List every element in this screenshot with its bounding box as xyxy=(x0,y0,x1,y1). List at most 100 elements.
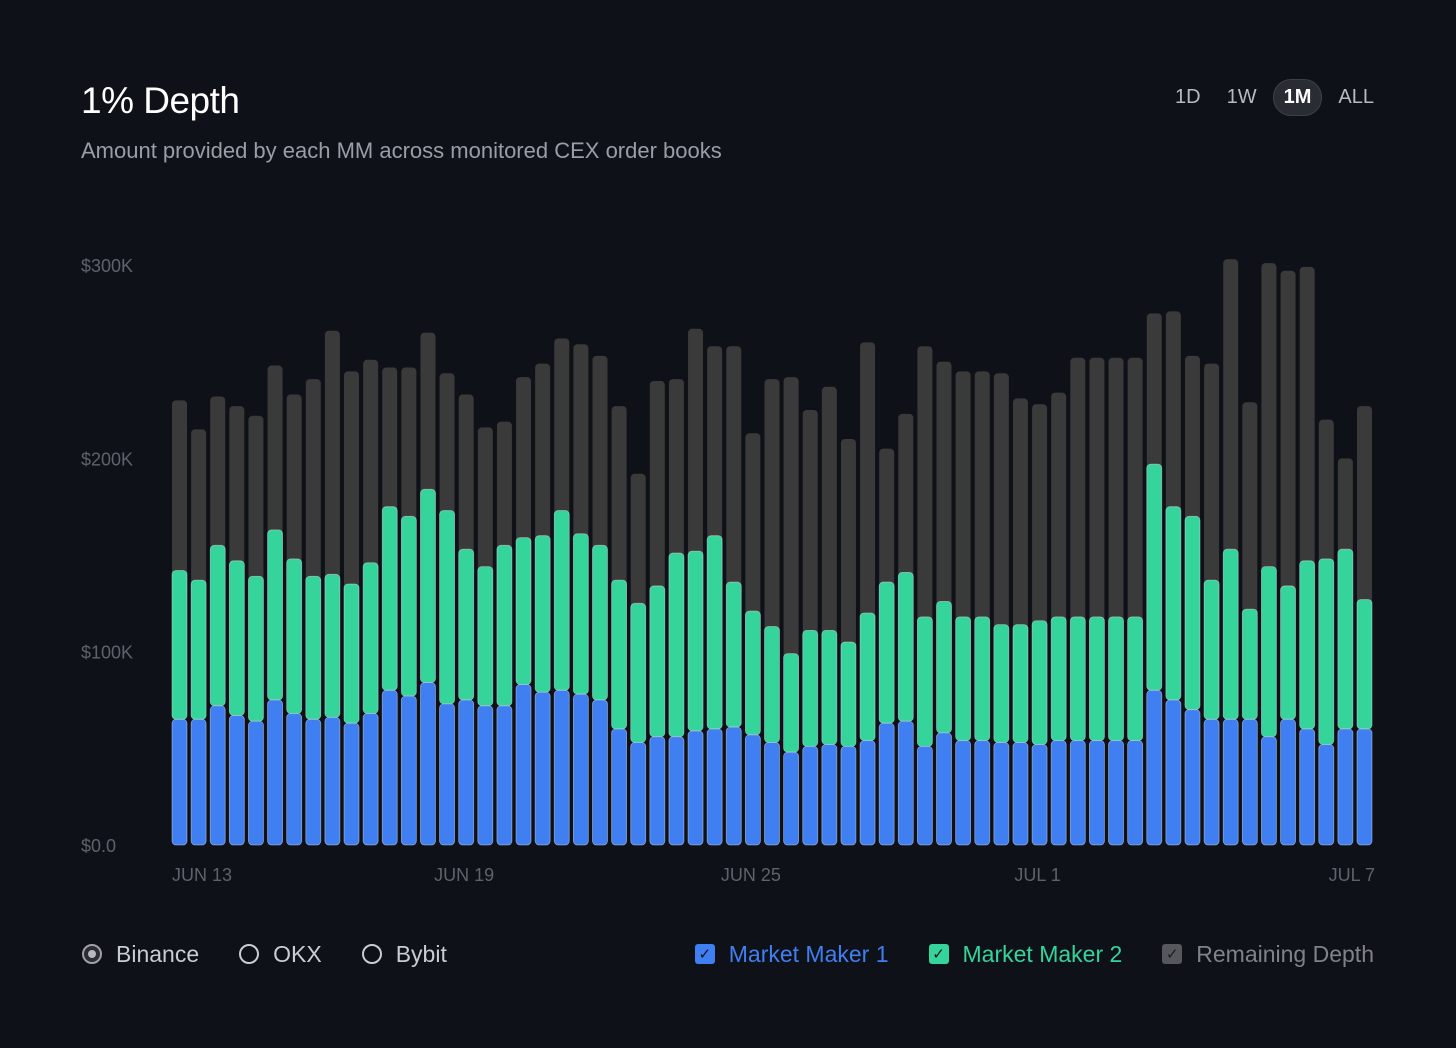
bar-market-maker-1[interactable] xyxy=(286,713,303,846)
bar-remaining-depth[interactable] xyxy=(1051,392,1067,625)
bar-market-maker-1[interactable] xyxy=(305,718,322,846)
bar-market-maker-2[interactable] xyxy=(1318,558,1335,745)
bar-remaining-depth[interactable] xyxy=(1223,259,1239,558)
bar-market-maker-1[interactable] xyxy=(420,682,436,846)
bar-market-maker-2[interactable] xyxy=(611,579,627,730)
bar-remaining-depth[interactable] xyxy=(1146,313,1162,473)
bar-market-maker-2[interactable] xyxy=(764,626,780,743)
bar-remaining-depth[interactable] xyxy=(458,394,474,558)
bar-market-maker-2[interactable] xyxy=(477,566,494,707)
bar-remaining-depth[interactable] xyxy=(1299,266,1315,569)
bar-remaining-depth[interactable] xyxy=(649,381,665,594)
bar-market-maker-2[interactable] xyxy=(630,602,647,743)
bar-market-maker-1[interactable] xyxy=(572,693,589,846)
legend-toggle-remaining-depth[interactable]: ✓ Remaining Depth xyxy=(1162,941,1374,968)
bar-market-maker-1[interactable] xyxy=(515,684,532,846)
bar-market-maker-1[interactable] xyxy=(362,713,379,846)
bar-remaining-depth[interactable] xyxy=(1318,419,1334,567)
bar-market-maker-1[interactable] xyxy=(955,740,972,846)
bar-market-maker-2[interactable] xyxy=(1165,506,1182,701)
bar-remaining-depth[interactable] xyxy=(1242,402,1258,618)
bar-market-maker-1[interactable] xyxy=(706,728,723,846)
bar-market-maker-1[interactable] xyxy=(496,705,513,846)
bar-remaining-depth[interactable] xyxy=(783,377,799,662)
bar-remaining-depth[interactable] xyxy=(1012,398,1028,633)
bar-market-maker-1[interactable] xyxy=(477,705,494,846)
bar-market-maker-2[interactable] xyxy=(439,510,455,705)
bar-market-maker-2[interactable] xyxy=(248,575,264,722)
bar-remaining-depth[interactable] xyxy=(611,406,627,589)
bar-market-maker-2[interactable] xyxy=(668,552,685,738)
bar-market-maker-2[interactable] xyxy=(553,510,570,691)
bar-remaining-depth[interactable] xyxy=(477,427,493,575)
bar-remaining-depth[interactable] xyxy=(1070,357,1086,625)
bar-market-maker-1[interactable] xyxy=(974,740,991,846)
bar-remaining-depth[interactable] xyxy=(1089,357,1105,625)
exchange-option-bybit[interactable]: Bybit xyxy=(361,941,447,968)
bar-market-maker-1[interactable] xyxy=(1089,740,1105,846)
bar-market-maker-2[interactable] xyxy=(936,601,952,734)
bar-remaining-depth[interactable] xyxy=(191,429,207,589)
bar-market-maker-2[interactable] xyxy=(725,581,742,728)
bar-remaining-depth[interactable] xyxy=(1357,406,1372,608)
bar-remaining-depth[interactable] xyxy=(726,346,742,591)
bar-remaining-depth[interactable] xyxy=(840,439,856,650)
bar-market-maker-1[interactable] xyxy=(381,689,398,846)
bar-remaining-depth[interactable] xyxy=(764,379,780,635)
bar-market-maker-1[interactable] xyxy=(1050,740,1067,846)
bar-market-maker-1[interactable] xyxy=(267,699,283,846)
bar-remaining-depth[interactable] xyxy=(630,473,646,612)
bar-remaining-depth[interactable] xyxy=(668,379,684,562)
bar-market-maker-2[interactable] xyxy=(744,610,761,736)
bar-market-maker-1[interactable] xyxy=(1356,728,1373,846)
bar-remaining-depth[interactable] xyxy=(1184,355,1200,525)
bar-market-maker-2[interactable] xyxy=(343,583,360,724)
bar-market-maker-1[interactable] xyxy=(840,746,857,846)
bar-market-maker-2[interactable] xyxy=(1222,548,1239,720)
bar-remaining-depth[interactable] xyxy=(210,396,226,554)
bar-remaining-depth[interactable] xyxy=(955,371,971,625)
bar-market-maker-1[interactable] xyxy=(458,699,475,846)
bar-remaining-depth[interactable] xyxy=(1165,311,1181,515)
bar-market-maker-2[interactable] xyxy=(267,529,283,701)
bar-market-maker-2[interactable] xyxy=(458,548,475,701)
bar-market-maker-2[interactable] xyxy=(228,560,245,716)
bar-market-maker-1[interactable] xyxy=(1261,736,1277,846)
bar-market-maker-2[interactable] xyxy=(897,572,914,722)
bar-market-maker-2[interactable] xyxy=(955,616,972,741)
bar-market-maker-2[interactable] xyxy=(1012,624,1029,743)
bar-remaining-depth[interactable] xyxy=(802,410,818,639)
bar-market-maker-2[interactable] xyxy=(171,570,188,720)
bar-market-maker-2[interactable] xyxy=(209,544,226,707)
bar-remaining-depth[interactable] xyxy=(993,373,1009,633)
bar-market-maker-2[interactable] xyxy=(706,535,723,730)
bar-market-maker-1[interactable] xyxy=(668,736,685,846)
bar-market-maker-1[interactable] xyxy=(687,730,704,846)
bar-market-maker-1[interactable] xyxy=(649,736,666,846)
bar-remaining-depth[interactable] xyxy=(554,338,570,519)
bar-market-maker-2[interactable] xyxy=(1280,585,1296,720)
bar-remaining-depth[interactable] xyxy=(363,359,379,571)
bar-remaining-depth[interactable] xyxy=(860,342,876,621)
bar-remaining-depth[interactable] xyxy=(267,365,283,538)
bar-market-maker-1[interactable] xyxy=(917,746,933,846)
bar-market-maker-2[interactable] xyxy=(1031,620,1048,745)
bar-market-maker-1[interactable] xyxy=(1184,709,1201,846)
bar-market-maker-1[interactable] xyxy=(1337,728,1354,846)
bar-market-maker-2[interactable] xyxy=(1146,463,1163,691)
bar-market-maker-2[interactable] xyxy=(324,573,341,718)
bar-remaining-depth[interactable] xyxy=(496,421,512,554)
bar-remaining-depth[interactable] xyxy=(1032,404,1048,629)
bar-market-maker-1[interactable] xyxy=(897,720,914,846)
bar-market-maker-2[interactable] xyxy=(1241,608,1258,720)
bar-remaining-depth[interactable] xyxy=(1337,458,1353,558)
range-tab-1d[interactable]: 1D xyxy=(1175,86,1201,108)
bar-market-maker-1[interactable] xyxy=(878,722,895,846)
bar-remaining-depth[interactable] xyxy=(286,394,302,567)
bar-market-maker-1[interactable] xyxy=(343,722,360,846)
bar-market-maker-1[interactable] xyxy=(1069,740,1086,846)
bar-market-maker-2[interactable] xyxy=(840,641,857,747)
bar-market-maker-1[interactable] xyxy=(1318,744,1335,846)
bar-remaining-depth[interactable] xyxy=(248,415,264,585)
bar-market-maker-1[interactable] xyxy=(1165,699,1182,846)
